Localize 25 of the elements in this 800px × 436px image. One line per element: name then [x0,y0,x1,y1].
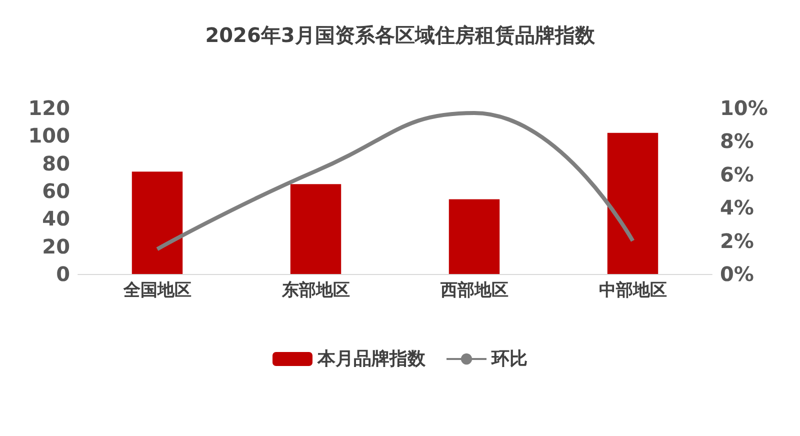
bar [448,199,500,274]
x-tick-label: 西部地区 [439,280,508,300]
x-tick-label: 中部地区 [598,280,667,300]
y-tick-label: 80 [42,151,70,176]
y-tick-label: 20 [42,234,70,258]
y2-tick-label: 10% [720,96,768,120]
line-series [155,110,635,252]
legend-label: 本月品牌指数 [316,348,426,370]
y-tick-label: 60 [42,179,70,203]
y-tick-label: 40 [42,206,70,231]
y-tick-label: 0 [56,262,70,286]
y2-tick-label: 2% [720,228,754,253]
bar [290,184,342,274]
y-tick-label: 100 [28,124,70,148]
x-tick-label: 东部地区 [280,280,350,300]
bar [132,172,183,274]
y2-tick-label: 0% [720,262,754,286]
x-tick-label: 全国地区 [122,280,192,300]
y2-tick-label: 8% [720,129,754,154]
y-tick-label: 120 [28,96,70,120]
chart-title: 2026年3月国资系各区域住房租赁品牌指数 [205,23,596,47]
legend-label: 环比 [490,348,528,370]
y2-tick-label: 4% [720,196,754,220]
bar [607,132,658,274]
y2-tick-label: 6% [720,162,754,186]
